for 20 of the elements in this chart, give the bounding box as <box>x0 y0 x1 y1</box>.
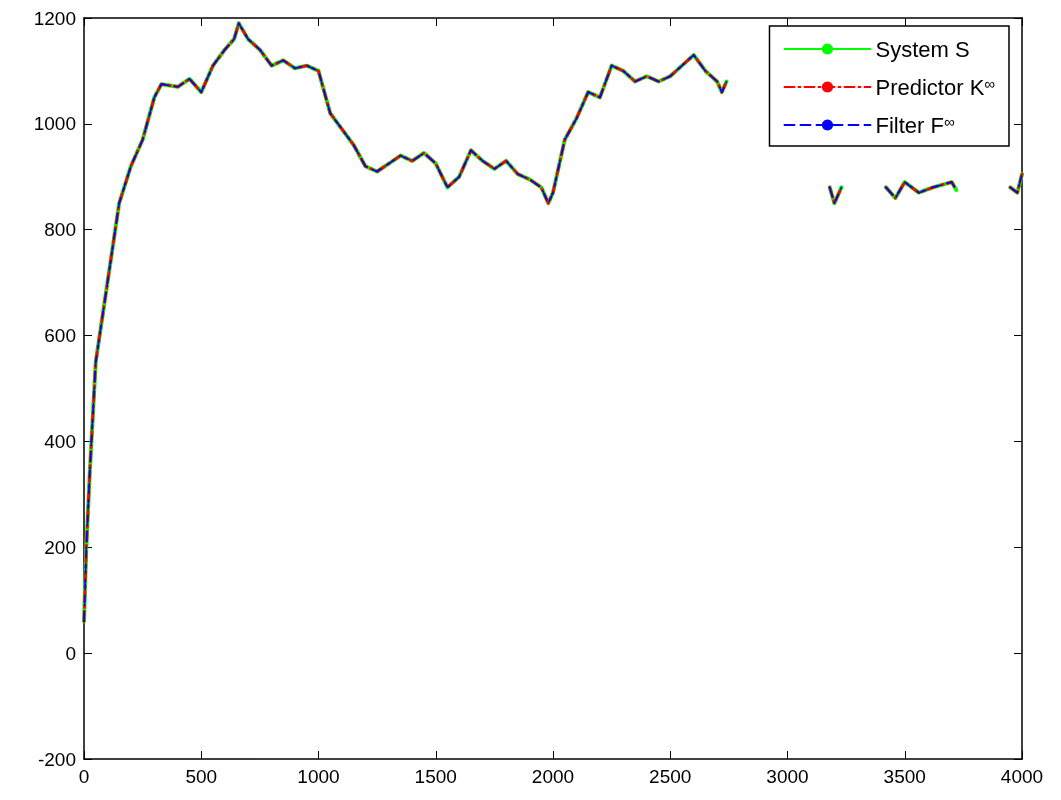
y-tick-label: 1200 <box>33 7 76 29</box>
y-tick-label: 0 <box>65 642 76 664</box>
x-tick-label: 500 <box>185 766 218 787</box>
x-tick-label: 4000 <box>1000 766 1044 787</box>
y-tick-label: 200 <box>44 536 76 558</box>
legend-label: Filter F∞ <box>875 112 955 138</box>
x-tick-label: 0 <box>78 766 90 787</box>
legend-label: Predictor K∞ <box>875 74 996 100</box>
x-tick-label: 3000 <box>766 766 809 787</box>
y-tick-label: 800 <box>44 219 76 241</box>
y-tick-label: 400 <box>44 430 76 452</box>
y-tick-label: -200 <box>37 748 76 770</box>
x-tick-label: 1500 <box>414 766 457 787</box>
y-tick-label: 600 <box>44 325 76 347</box>
x-tick-label: 1000 <box>297 766 340 787</box>
x-tick-label: 3500 <box>883 766 926 787</box>
y-tick-label: 1000 <box>33 113 76 135</box>
x-tick-label: 2500 <box>649 766 692 787</box>
x-tick-label: 2000 <box>531 766 575 787</box>
legend-label: System S <box>875 36 970 62</box>
